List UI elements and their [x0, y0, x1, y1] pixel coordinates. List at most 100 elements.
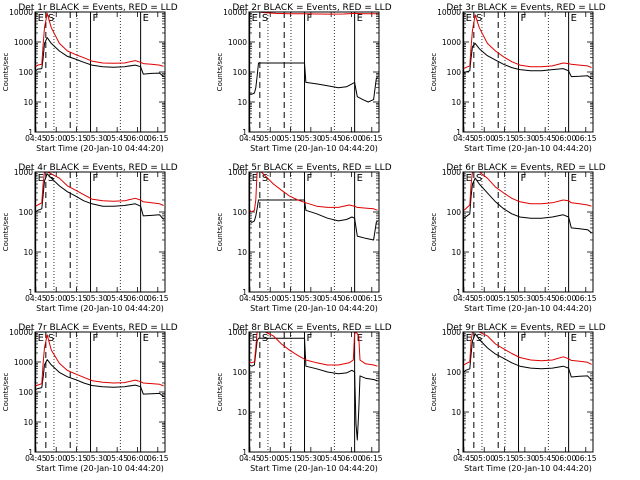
x-axis-label: Start Time (20-Jan-10 04:44:20): [250, 464, 378, 473]
y-tick-label: 10: [451, 408, 461, 417]
x-tick-label: 05:15: [494, 294, 516, 303]
y-tick-label: 100: [447, 68, 462, 77]
x-tick-label: 05:45: [320, 294, 342, 303]
region-label: E: [38, 173, 44, 184]
region-label: F: [521, 333, 527, 344]
chart-title: Det 2r BLACK = Events, RED = LLD: [232, 3, 391, 13]
x-tick-label: 05:15: [494, 454, 516, 463]
y-tick-label: 1000: [442, 38, 461, 47]
x-tick-label: 05:45: [534, 294, 556, 303]
x-tick-label: 05:45: [534, 454, 556, 463]
region-label: F: [307, 173, 313, 184]
x-tick-label: 05:30: [300, 134, 322, 143]
x-tick-label: 05:30: [300, 454, 322, 463]
plot-frame: [462, 331, 594, 453]
y-tick-label: 10000: [9, 8, 33, 17]
y-tick-label: 10000: [9, 328, 33, 337]
x-tick-label: 04:45: [239, 294, 261, 303]
x-tick-label: 05:00: [45, 294, 67, 303]
chart-title: Det 4r BLACK = Events, RED = LLD: [18, 163, 177, 173]
x-tick-label: 05:30: [86, 454, 108, 463]
chart-panel-3: Det 3r BLACK = Events, RED = LLD Counts/s…: [430, 3, 606, 153]
x-tick-label: 05:00: [259, 294, 281, 303]
x-tick-label: 04:45: [25, 294, 47, 303]
x-axis-label: Start Time (20-Jan-10 04:44:20): [464, 304, 592, 313]
series-line-events: [35, 173, 164, 220]
series-line-lld: [463, 331, 592, 366]
region-label: E: [143, 13, 149, 24]
region-label: F: [307, 333, 313, 344]
series-line-lld: [35, 171, 164, 207]
x-tick-label: 06:15: [361, 454, 383, 463]
plot-frame: [248, 11, 380, 133]
y-tick-label: 100: [447, 208, 462, 217]
x-tick-label: 04:45: [25, 134, 47, 143]
x-tick-label: 04:45: [453, 294, 475, 303]
region-label: S: [262, 173, 268, 184]
region-label: E: [571, 173, 577, 184]
x-tick-label: 04:45: [453, 454, 475, 463]
y-axis-label: Counts/sec: [2, 373, 10, 412]
region-label: E: [252, 173, 258, 184]
x-axis-label: Start Time (20-Jan-10 04:44:20): [36, 144, 164, 153]
plot-frame: [34, 331, 166, 453]
x-tick-label: 06:00: [341, 454, 363, 463]
x-tick-label: 05:00: [473, 134, 495, 143]
y-tick-label: 1000: [442, 168, 461, 177]
chart-title: Det 5r BLACK = Events, RED = LLD: [232, 163, 391, 173]
y-axis-label: Counts/sec: [430, 373, 438, 412]
x-tick-label: 05:00: [259, 134, 281, 143]
plot-frame: [248, 171, 380, 293]
y-tick-label: 1: [456, 128, 461, 137]
y-axis-label: Counts/sec: [216, 53, 224, 92]
series-line-lld: [249, 171, 378, 213]
y-tick-label: 100: [19, 68, 34, 77]
region-label: S: [48, 333, 54, 344]
region-label: F: [307, 13, 313, 24]
x-tick-label: 05:45: [320, 454, 342, 463]
y-tick-label: 1000: [14, 38, 33, 47]
series-line-events: [463, 333, 592, 381]
x-axis-label: Start Time (20-Jan-10 04:44:20): [464, 464, 592, 473]
x-tick-label: 05:30: [514, 134, 536, 143]
x-tick-label: 05:45: [320, 134, 342, 143]
region-label: E: [571, 13, 577, 24]
plot-frame: [34, 11, 166, 133]
region-label: S: [262, 13, 268, 24]
y-tick-label: 10: [237, 98, 247, 107]
y-tick-label: 10: [237, 408, 247, 417]
region-label: F: [93, 173, 99, 184]
x-tick-label: 06:00: [341, 134, 363, 143]
x-tick-label: 05:00: [45, 454, 67, 463]
chart-panel-5: Det 5r BLACK = Events, RED = LLD Counts/s…: [216, 163, 392, 313]
region-label: F: [521, 173, 527, 184]
x-tick-label: 04:45: [239, 134, 261, 143]
y-tick-label: 10: [23, 248, 33, 257]
x-tick-label: 06:15: [361, 294, 383, 303]
x-tick-label: 06:15: [575, 454, 597, 463]
y-tick-label: 100: [19, 388, 34, 397]
x-axis-label: Start Time (20-Jan-10 04:44:20): [36, 304, 164, 313]
x-tick-label: 06:00: [127, 134, 149, 143]
x-tick-label: 05:00: [473, 454, 495, 463]
y-tick-label: 1: [242, 128, 247, 137]
region-label: E: [466, 173, 472, 184]
y-tick-label: 100: [233, 368, 248, 377]
x-tick-label: 05:30: [86, 294, 108, 303]
region-label: S: [476, 173, 482, 184]
y-tick-label: 1: [456, 288, 461, 297]
plot-frame: [462, 11, 594, 133]
region-label: E: [143, 173, 149, 184]
series-line-events: [249, 199, 378, 241]
region-label: E: [357, 333, 363, 344]
x-axis-label: Start Time (20-Jan-10 04:44:20): [250, 144, 378, 153]
y-tick-label: 10: [451, 248, 461, 257]
series-line-events: [35, 359, 164, 397]
region-label: S: [48, 13, 54, 24]
x-tick-label: 05:45: [106, 454, 128, 463]
region-label: F: [93, 13, 99, 24]
y-tick-label: 1: [28, 288, 33, 297]
y-tick-label: 1: [456, 448, 461, 457]
region-label: E: [38, 333, 44, 344]
plot-frame: [462, 171, 594, 293]
